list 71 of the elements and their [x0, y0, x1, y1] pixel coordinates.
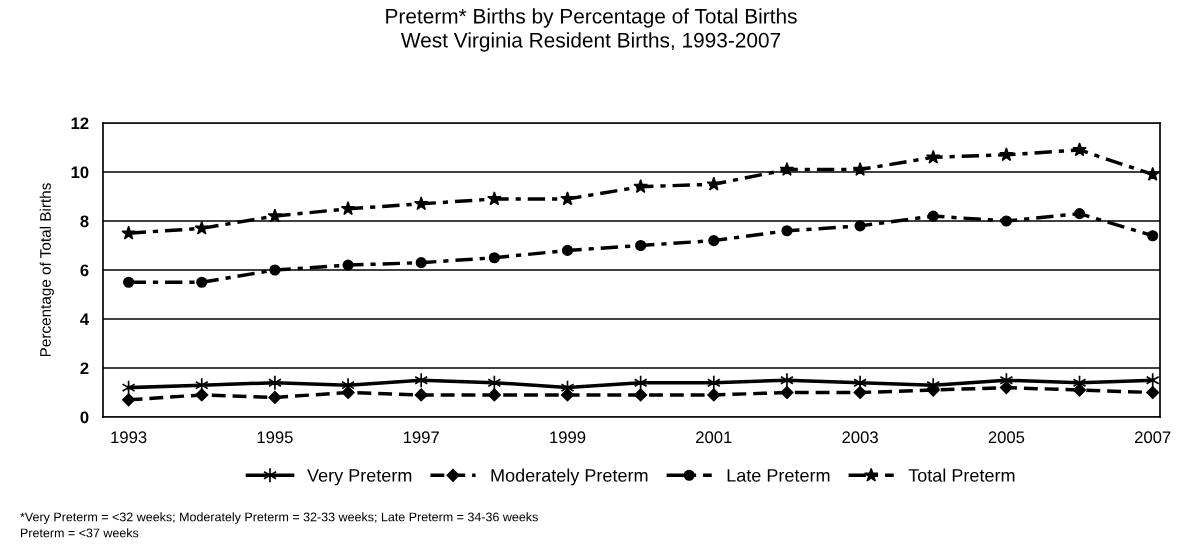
point	[488, 252, 500, 264]
point	[781, 225, 793, 237]
text: Preterm = <37 weeks	[21, 528, 139, 538]
point	[853, 385, 867, 400]
point	[268, 390, 282, 404]
point	[194, 220, 210, 235]
point	[635, 239, 647, 252]
point	[634, 388, 648, 402]
point	[342, 259, 354, 271]
point	[925, 149, 941, 164]
y-tick-label: 6	[80, 264, 89, 277]
point	[414, 388, 428, 402]
point	[1072, 142, 1087, 157]
point	[852, 161, 868, 176]
legend-label: Total Preterm	[908, 468, 1015, 482]
point	[560, 191, 575, 206]
text: *Very Preterm = <32 weeks; Moderately Preterm = 32-33 weeks; Late Preterm = 34-36 weeks	[20, 512, 538, 524]
point	[414, 372, 429, 389]
point	[1146, 385, 1160, 400]
chart-title: Preterm* Births by Percentage of Total Births	[386, 8, 797, 28]
y-tick-label: 2	[80, 362, 89, 375]
point	[196, 276, 208, 288]
y-tick-label: 8	[80, 215, 89, 228]
x-tick-label: 2007	[1134, 431, 1171, 444]
point	[1147, 230, 1159, 242]
point	[927, 210, 939, 222]
point	[123, 276, 135, 288]
point	[1072, 383, 1087, 397]
x-tick-label: 1999	[550, 431, 586, 444]
y-tick-label: 4	[80, 313, 90, 326]
point	[999, 147, 1014, 162]
y-tick-label: 12	[71, 117, 89, 130]
point	[195, 388, 209, 402]
point	[267, 208, 283, 223]
point	[340, 201, 356, 216]
point	[780, 385, 794, 400]
point	[1000, 215, 1012, 227]
x-tick-label: 1993	[111, 431, 147, 444]
point	[1073, 208, 1086, 220]
x-tick-label: 2005	[988, 431, 1025, 444]
point	[269, 264, 281, 276]
y-tick-label: 0	[80, 411, 89, 424]
legend-label: Very Preterm	[307, 469, 412, 486]
chart-subtitle: West Virginia Resident Births, 1993-2007	[400, 32, 781, 52]
x-tick-label: 1995	[257, 431, 293, 444]
point	[708, 235, 720, 247]
point	[633, 179, 648, 194]
point	[413, 196, 429, 211]
point	[268, 374, 282, 391]
x-tick-label: 2003	[842, 431, 878, 444]
point	[1145, 166, 1160, 181]
point	[121, 225, 136, 240]
point	[487, 191, 502, 206]
point	[706, 374, 721, 391]
point	[779, 161, 795, 176]
x-tick-label: 2001	[696, 431, 732, 444]
point	[854, 220, 866, 232]
point	[561, 244, 574, 256]
y-axis-title: Percentage of Total Births	[39, 183, 54, 357]
point	[999, 381, 1013, 395]
x-tick-label: 1997	[403, 431, 439, 444]
point	[487, 388, 501, 402]
point	[1145, 372, 1160, 389]
legend-label: Moderately Preterm	[491, 468, 648, 486]
point	[122, 393, 136, 407]
point	[780, 372, 794, 389]
point	[706, 176, 722, 191]
y-tick-label: 10	[71, 166, 89, 179]
point	[707, 388, 721, 402]
legend-label: Late Preterm	[727, 469, 830, 482]
point	[415, 257, 427, 269]
